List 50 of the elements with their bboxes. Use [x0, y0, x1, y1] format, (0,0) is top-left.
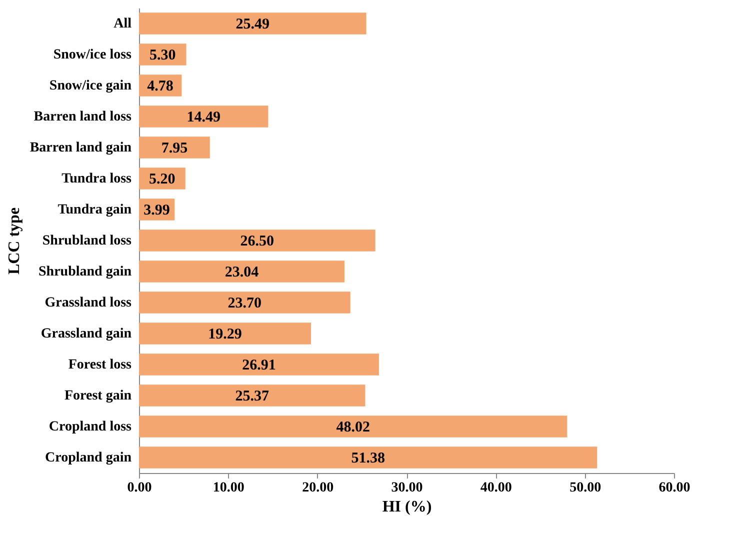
x-tick-label: 0.00 — [127, 480, 152, 496]
bar — [139, 106, 268, 128]
x-tick-label: 40.00 — [480, 480, 512, 496]
data-label: 23.70 — [228, 296, 262, 312]
data-label: 25.49 — [236, 16, 270, 32]
y-tick-label: Barren land loss — [34, 110, 132, 124]
x-tick-label: 30.00 — [391, 480, 423, 496]
y-tick-label: All — [114, 16, 132, 32]
x-tick-label: 10.00 — [212, 480, 244, 496]
x-tick-label: 20.00 — [302, 480, 334, 496]
bar — [139, 230, 376, 252]
bar — [139, 136, 210, 158]
data-label: 4.78 — [147, 78, 174, 94]
data-label: 5.30 — [150, 48, 176, 64]
bar — [139, 446, 598, 468]
data-label: 23.04 — [224, 264, 260, 280]
y-tick-label: Snow/ice loss — [53, 48, 132, 62]
y-axis-title: LCC type — [6, 207, 23, 275]
y-tick-label: Shrubland gain — [38, 264, 132, 280]
y-tick-label: Barren land gain — [30, 140, 132, 156]
y-tick-label: Snow/ice gain — [49, 78, 132, 94]
data-label: 19.29 — [208, 326, 242, 342]
y-tick-label: Cropland gain — [45, 450, 132, 466]
data-label: 14.49 — [186, 110, 220, 126]
x-tick-label: 60.00 — [658, 480, 690, 496]
bar — [139, 292, 350, 314]
bar — [139, 12, 366, 34]
data-label: 5.20 — [149, 172, 176, 188]
data-label: 48.02 — [336, 420, 370, 436]
data-label: 3.99 — [144, 202, 170, 218]
y-tick-label: Tundra loss — [62, 172, 132, 186]
y-tick-label: Grassland loss — [44, 296, 132, 310]
data-label: 25.37 — [235, 388, 270, 404]
data-label: 26.50 — [240, 234, 274, 250]
y-tick-label: Shrubland loss — [42, 234, 132, 248]
data-label: 7.95 — [161, 140, 188, 156]
data-label: 26.91 — [242, 358, 276, 374]
bar — [139, 322, 312, 344]
x-axis-title: HI (%) — [382, 498, 432, 516]
data-label: 51.38 — [351, 450, 385, 466]
bar — [139, 354, 379, 376]
y-tick-label: Cropland loss — [48, 420, 132, 434]
y-tick-label: Grassland gain — [40, 326, 132, 342]
y-tick-label: Tundra gain — [58, 202, 132, 218]
bar — [139, 384, 366, 406]
y-tick-label: Forest gain — [64, 388, 132, 404]
y-tick-label: Forest loss — [68, 358, 132, 372]
bar — [139, 260, 344, 282]
bar — [139, 416, 568, 438]
x-tick-label: 50.00 — [570, 480, 602, 496]
